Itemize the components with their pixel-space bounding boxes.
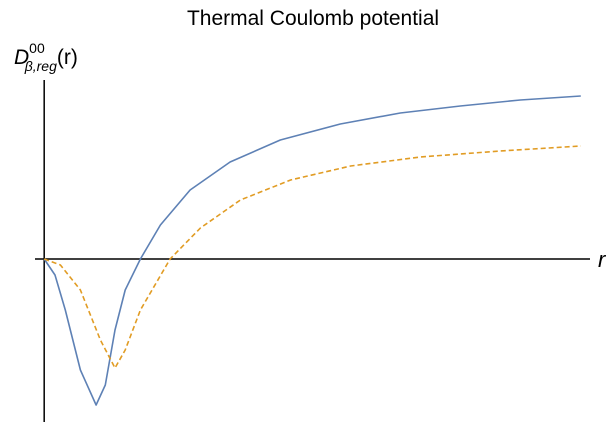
y-label-subscript: β,reg bbox=[24, 58, 57, 74]
x-axis-label: r bbox=[598, 247, 607, 272]
y-axis-label: D00 β,reg(r) bbox=[14, 40, 78, 74]
y-label-base: D bbox=[14, 46, 29, 69]
y-label-superscript: 00 bbox=[29, 40, 45, 56]
y-label-suffix: (r) bbox=[57, 46, 78, 69]
chart-title: Thermal Coulomb potential bbox=[187, 7, 439, 30]
series-line bbox=[43, 145, 581, 369]
series-line bbox=[43, 95, 581, 406]
